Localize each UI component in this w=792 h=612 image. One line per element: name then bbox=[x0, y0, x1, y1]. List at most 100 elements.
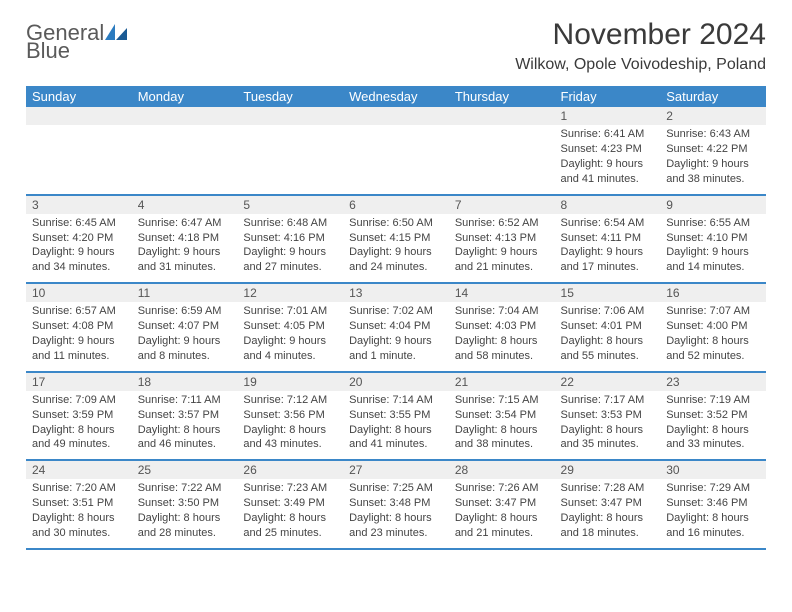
daylight-text: and 35 minutes. bbox=[561, 437, 655, 452]
daylight-text: and 31 minutes. bbox=[138, 260, 232, 275]
daylight-text: and 38 minutes. bbox=[455, 437, 549, 452]
daylight-text: and 38 minutes. bbox=[666, 172, 760, 187]
calendar-cell: 10Sunrise: 6:57 AMSunset: 4:08 PMDayligh… bbox=[26, 283, 132, 372]
empty-day bbox=[343, 107, 449, 125]
daylight-text: Daylight: 8 hours bbox=[666, 423, 760, 438]
daylight-text: and 41 minutes. bbox=[561, 172, 655, 187]
page-title: November 2024 bbox=[515, 18, 766, 52]
sunrise-text: Sunrise: 7:07 AM bbox=[666, 304, 760, 319]
calendar-cell: 30Sunrise: 7:29 AMSunset: 3:46 PMDayligh… bbox=[660, 460, 766, 549]
daylight-text: and 27 minutes. bbox=[243, 260, 337, 275]
day-number: 17 bbox=[26, 373, 132, 391]
daylight-text: and 25 minutes. bbox=[243, 526, 337, 541]
title-block: November 2024 Wilkow, Opole Voivodeship,… bbox=[515, 18, 766, 74]
sunset-text: Sunset: 3:50 PM bbox=[138, 496, 232, 511]
sunset-text: Sunset: 4:10 PM bbox=[666, 231, 760, 246]
day-number: 11 bbox=[132, 284, 238, 302]
day-number: 9 bbox=[660, 196, 766, 214]
sunset-text: Sunset: 4:01 PM bbox=[561, 319, 655, 334]
sunset-text: Sunset: 4:05 PM bbox=[243, 319, 337, 334]
sunrise-text: Sunrise: 7:01 AM bbox=[243, 304, 337, 319]
daylight-text: Daylight: 9 hours bbox=[666, 245, 760, 260]
calendar-cell: 23Sunrise: 7:19 AMSunset: 3:52 PMDayligh… bbox=[660, 372, 766, 461]
calendar-cell: 1Sunrise: 6:41 AMSunset: 4:23 PMDaylight… bbox=[555, 107, 661, 195]
empty-day bbox=[132, 107, 238, 125]
calendar-cell: 24Sunrise: 7:20 AMSunset: 3:51 PMDayligh… bbox=[26, 460, 132, 549]
day-number: 7 bbox=[449, 196, 555, 214]
day-number: 5 bbox=[237, 196, 343, 214]
sunrise-text: Sunrise: 6:59 AM bbox=[138, 304, 232, 319]
daylight-text: and 1 minute. bbox=[349, 349, 443, 364]
calendar-page: General Blue November 2024 Wilkow, Opole… bbox=[0, 0, 792, 560]
day-header: Saturday bbox=[660, 86, 766, 107]
calendar-cell: 28Sunrise: 7:26 AMSunset: 3:47 PMDayligh… bbox=[449, 460, 555, 549]
calendar-cell: 14Sunrise: 7:04 AMSunset: 4:03 PMDayligh… bbox=[449, 283, 555, 372]
sunset-text: Sunset: 3:51 PM bbox=[32, 496, 126, 511]
sunrise-text: Sunrise: 7:02 AM bbox=[349, 304, 443, 319]
sunrise-text: Sunrise: 6:48 AM bbox=[243, 216, 337, 231]
calendar-cell: 29Sunrise: 7:28 AMSunset: 3:47 PMDayligh… bbox=[555, 460, 661, 549]
daylight-text: Daylight: 8 hours bbox=[561, 511, 655, 526]
sunset-text: Sunset: 4:15 PM bbox=[349, 231, 443, 246]
daylight-text: Daylight: 9 hours bbox=[561, 245, 655, 260]
calendar-cell: 9Sunrise: 6:55 AMSunset: 4:10 PMDaylight… bbox=[660, 195, 766, 284]
sunset-text: Sunset: 3:59 PM bbox=[32, 408, 126, 423]
daylight-text: and 49 minutes. bbox=[32, 437, 126, 452]
sunset-text: Sunset: 4:13 PM bbox=[455, 231, 549, 246]
calendar-cell: 4Sunrise: 6:47 AMSunset: 4:18 PMDaylight… bbox=[132, 195, 238, 284]
sunrise-text: Sunrise: 6:52 AM bbox=[455, 216, 549, 231]
daylight-text: Daylight: 8 hours bbox=[455, 423, 549, 438]
daylight-text: Daylight: 9 hours bbox=[32, 334, 126, 349]
daylight-text: and 55 minutes. bbox=[561, 349, 655, 364]
day-header: Wednesday bbox=[343, 86, 449, 107]
daylight-text: and 41 minutes. bbox=[349, 437, 443, 452]
sunrise-text: Sunrise: 7:09 AM bbox=[32, 393, 126, 408]
day-number: 13 bbox=[343, 284, 449, 302]
calendar-table: Sunday Monday Tuesday Wednesday Thursday… bbox=[26, 86, 766, 550]
empty-day bbox=[449, 107, 555, 125]
sunrise-text: Sunrise: 7:04 AM bbox=[455, 304, 549, 319]
day-number: 22 bbox=[555, 373, 661, 391]
daylight-text: and 18 minutes. bbox=[561, 526, 655, 541]
daylight-text: Daylight: 9 hours bbox=[138, 245, 232, 260]
daylight-text: and 52 minutes. bbox=[666, 349, 760, 364]
day-number: 18 bbox=[132, 373, 238, 391]
daylight-text: Daylight: 8 hours bbox=[561, 334, 655, 349]
sunset-text: Sunset: 3:53 PM bbox=[561, 408, 655, 423]
daylight-text: Daylight: 9 hours bbox=[243, 334, 337, 349]
daylight-text: Daylight: 8 hours bbox=[455, 511, 549, 526]
daylight-text: and 28 minutes. bbox=[138, 526, 232, 541]
daylight-text: and 11 minutes. bbox=[32, 349, 126, 364]
daylight-text: Daylight: 9 hours bbox=[349, 245, 443, 260]
day-number: 15 bbox=[555, 284, 661, 302]
sunrise-text: Sunrise: 7:28 AM bbox=[561, 481, 655, 496]
daylight-text: and 21 minutes. bbox=[455, 526, 549, 541]
daylight-text: Daylight: 8 hours bbox=[666, 511, 760, 526]
day-number: 2 bbox=[660, 107, 766, 125]
calendar-cell: 22Sunrise: 7:17 AMSunset: 3:53 PMDayligh… bbox=[555, 372, 661, 461]
sunrise-text: Sunrise: 7:22 AM bbox=[138, 481, 232, 496]
day-number: 14 bbox=[449, 284, 555, 302]
calendar-cell: 6Sunrise: 6:50 AMSunset: 4:15 PMDaylight… bbox=[343, 195, 449, 284]
sunset-text: Sunset: 4:18 PM bbox=[138, 231, 232, 246]
sunrise-text: Sunrise: 7:26 AM bbox=[455, 481, 549, 496]
calendar-cell: 7Sunrise: 6:52 AMSunset: 4:13 PMDaylight… bbox=[449, 195, 555, 284]
sunrise-text: Sunrise: 7:11 AM bbox=[138, 393, 232, 408]
day-number: 6 bbox=[343, 196, 449, 214]
calendar-cell: 27Sunrise: 7:25 AMSunset: 3:48 PMDayligh… bbox=[343, 460, 449, 549]
sunrise-text: Sunrise: 7:25 AM bbox=[349, 481, 443, 496]
calendar-cell: 2Sunrise: 6:43 AMSunset: 4:22 PMDaylight… bbox=[660, 107, 766, 195]
daylight-text: Daylight: 9 hours bbox=[138, 334, 232, 349]
daylight-text: Daylight: 9 hours bbox=[32, 245, 126, 260]
daylight-text: Daylight: 9 hours bbox=[561, 157, 655, 172]
daylight-text: Daylight: 8 hours bbox=[138, 423, 232, 438]
daylight-text: and 8 minutes. bbox=[138, 349, 232, 364]
calendar-body: 1Sunrise: 6:41 AMSunset: 4:23 PMDaylight… bbox=[26, 107, 766, 549]
calendar-cell: 15Sunrise: 7:06 AMSunset: 4:01 PMDayligh… bbox=[555, 283, 661, 372]
daylight-text: Daylight: 8 hours bbox=[138, 511, 232, 526]
calendar-cell: 17Sunrise: 7:09 AMSunset: 3:59 PMDayligh… bbox=[26, 372, 132, 461]
sunset-text: Sunset: 4:00 PM bbox=[666, 319, 760, 334]
sunrise-text: Sunrise: 7:12 AM bbox=[243, 393, 337, 408]
daylight-text: and 34 minutes. bbox=[32, 260, 126, 275]
sunrise-text: Sunrise: 6:43 AM bbox=[666, 127, 760, 142]
